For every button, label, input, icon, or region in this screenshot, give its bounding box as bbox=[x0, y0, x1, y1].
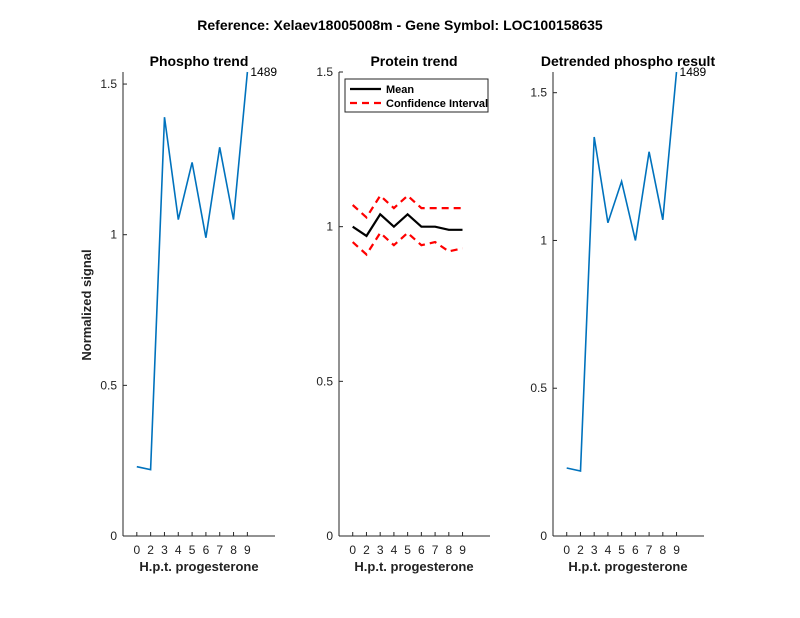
phospho-trend-series-line-0 bbox=[136, 71, 249, 471]
phospho-trend-x-tick-label: 4 bbox=[175, 543, 182, 557]
phospho-trend-point-annotation: 1489 bbox=[250, 65, 277, 79]
protein-trend-x-tick-label: 3 bbox=[377, 543, 384, 557]
detrended-phospho-x-tick-label: 4 bbox=[605, 543, 612, 557]
protein-trend-y-tick-label: 0.5 bbox=[316, 374, 333, 388]
phospho-trend-y-tick-label: 1.5 bbox=[100, 77, 117, 91]
phospho-trend-x-tick-label: 2 bbox=[147, 543, 154, 557]
protein-trend-x-tick-label: 7 bbox=[432, 543, 439, 557]
detrended-phospho-x-tick-label: 5 bbox=[618, 543, 625, 557]
detrended-phospho-x-tick-label: 2 bbox=[577, 543, 584, 557]
phospho-trend-y-tick-label: 1 bbox=[110, 228, 117, 242]
detrended-phospho-x-tick-label: 6 bbox=[632, 543, 639, 557]
phospho-trend-x-tick-label: 6 bbox=[203, 543, 210, 557]
legend-entry-label: Mean bbox=[386, 84, 414, 96]
protein-trend-x-tick-label: 5 bbox=[404, 543, 411, 557]
protein-trend-x-label: H.p.t. progesterone bbox=[354, 559, 473, 574]
protein-trend-series-line-0 bbox=[352, 212, 463, 238]
detrended-phospho-y-tick-label: 0.5 bbox=[530, 381, 547, 395]
phospho-trend-x-tick-label: 3 bbox=[161, 543, 168, 557]
protein-trend-y-tick-label: 1 bbox=[326, 220, 333, 234]
detrended-phospho-x-tick-label: 8 bbox=[659, 543, 666, 557]
protein-trend-x-tick-label: 8 bbox=[445, 543, 452, 557]
protein-trend-series-line-2 bbox=[351, 231, 463, 257]
phospho-trend-x-tick-label: 8 bbox=[230, 543, 237, 557]
figure-title: Reference: Xelaev18005008m - Gene Symbol… bbox=[197, 17, 603, 33]
phospho-trend-x-tick-label: 9 bbox=[244, 543, 251, 557]
detrended-phospho-x-tick-label: 3 bbox=[591, 543, 598, 557]
protein-trend-series-line-1 bbox=[351, 194, 463, 220]
detrended-phospho-x-tick-label: 0 bbox=[563, 543, 570, 557]
detrended-phospho-x-label: H.p.t. progesterone bbox=[568, 559, 687, 574]
protein-trend-x-tick-label: 2 bbox=[363, 543, 370, 557]
detrended-phospho-y-tick-label: 1 bbox=[540, 233, 547, 247]
protein-trend-y-tick-label: 1.5 bbox=[316, 65, 333, 79]
detrended-phospho-x-tick-label: 9 bbox=[673, 543, 680, 557]
detrended-phospho-y-tick-label: 0 bbox=[540, 529, 547, 543]
protein-trend-x-tick-label: 0 bbox=[349, 543, 356, 557]
protein-trend-legend: Mean Confidence Interval bbox=[344, 78, 489, 113]
detrended-phospho-point-annotation: 1489 bbox=[680, 65, 707, 79]
shared-y-axis-label: Normalized signal bbox=[79, 249, 94, 360]
phospho-trend-x-tick-label: 0 bbox=[133, 543, 140, 557]
phospho-trend-y-tick-label: 0 bbox=[110, 529, 117, 543]
phospho-trend-x-tick-label: 7 bbox=[216, 543, 223, 557]
protein-trend-x-tick-label: 4 bbox=[391, 543, 398, 557]
phospho-trend-title: Phospho trend bbox=[150, 53, 249, 69]
detrended-phospho-y-tick-label: 1.5 bbox=[530, 86, 547, 100]
protein-trend-title: Protein trend bbox=[370, 53, 457, 69]
detrended-phospho-series-line-0 bbox=[566, 71, 678, 472]
protein-trend-y-tick-label: 0 bbox=[326, 529, 333, 543]
detrended-phospho-x-tick-label: 7 bbox=[646, 543, 653, 557]
phospho-trend-x-tick-label: 5 bbox=[189, 543, 196, 557]
legend-box bbox=[344, 78, 489, 113]
phospho-trend-panel: Phospho trend H.p.t. progesterone 0 0.5 1 1… bbox=[100, 53, 277, 574]
protein-trend-panel: Protein trend H.p.t. progesterone 0 0.5 1 1… bbox=[316, 53, 490, 574]
protein-trend-x-tick-label: 6 bbox=[418, 543, 425, 557]
protein-trend-x-tick-label: 9 bbox=[459, 543, 466, 557]
detrended-phospho-title: Detrended phospho result bbox=[541, 53, 716, 69]
phospho-trend-x-label: H.p.t. progesterone bbox=[139, 559, 258, 574]
phospho-trend-y-tick-label: 0.5 bbox=[100, 378, 117, 392]
detrended-phospho-panel: Detrended phospho result H.p.t. progeste… bbox=[530, 53, 715, 574]
legend-entry-label: Confidence Interval bbox=[386, 98, 488, 110]
